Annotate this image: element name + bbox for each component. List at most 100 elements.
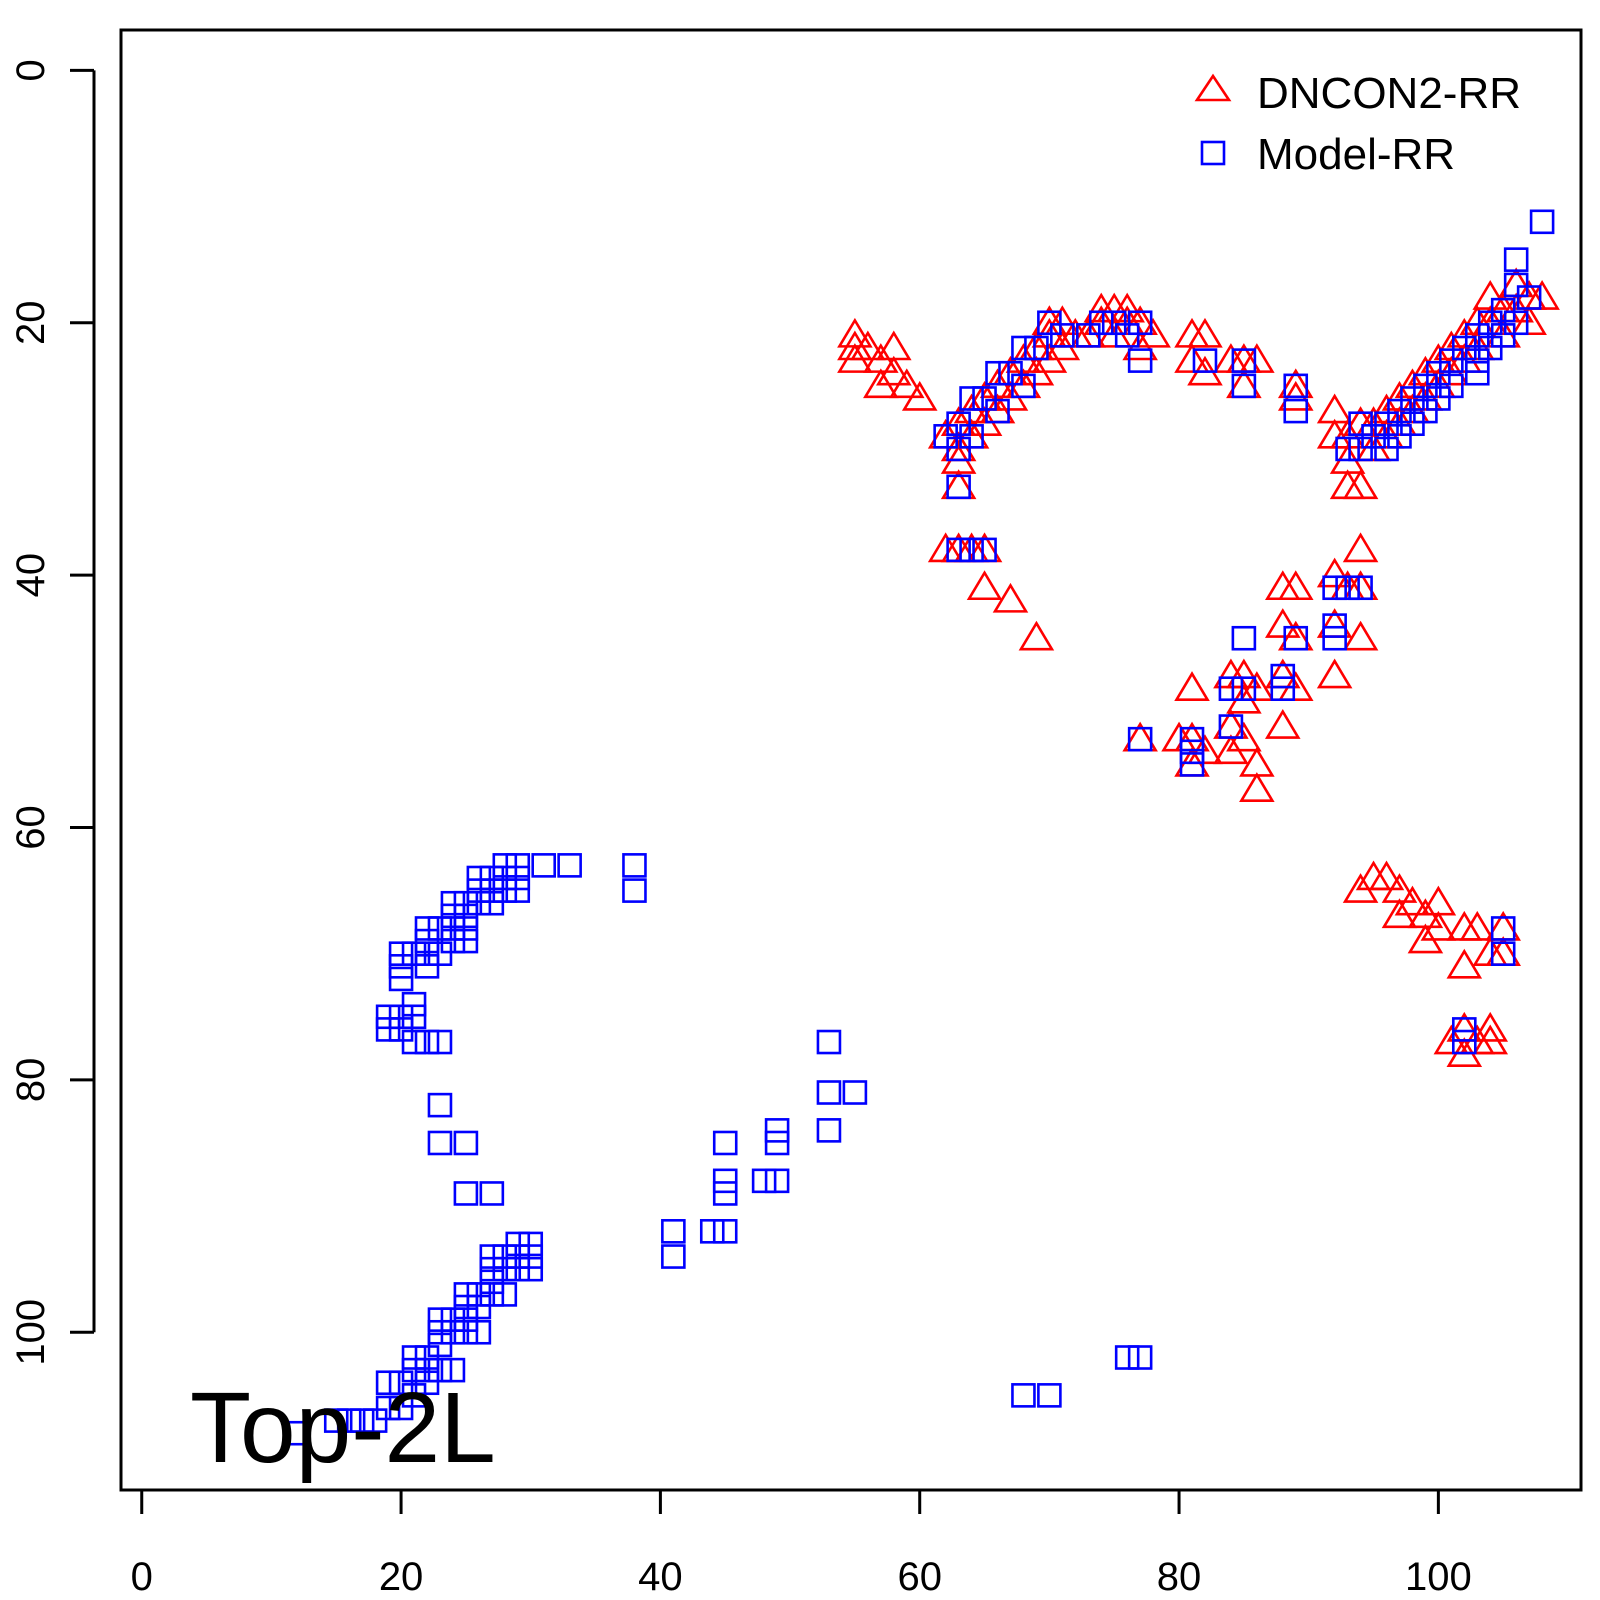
point-triangle xyxy=(876,355,912,386)
point-square xyxy=(1011,373,1036,399)
point-triangle xyxy=(1420,910,1457,941)
point-square xyxy=(699,1219,725,1244)
point-square xyxy=(946,474,971,500)
point-square xyxy=(531,853,556,878)
point-square xyxy=(453,1130,479,1156)
point-square xyxy=(375,1017,401,1042)
point-square xyxy=(440,903,466,929)
point-square xyxy=(414,928,440,954)
point-square xyxy=(1529,209,1555,235)
point-square xyxy=(453,903,479,929)
point-square xyxy=(712,1181,738,1206)
point-square xyxy=(1218,676,1244,702)
point-square xyxy=(388,954,414,979)
point-square xyxy=(1490,297,1516,323)
point-square xyxy=(1270,676,1296,702)
point-square xyxy=(401,991,427,1017)
point-square xyxy=(518,1231,544,1257)
point-square xyxy=(933,424,958,449)
point-square xyxy=(1127,726,1153,752)
point-triangle xyxy=(1511,305,1547,336)
point-square xyxy=(1439,348,1464,373)
point-square xyxy=(1464,323,1490,348)
point-triangle xyxy=(1342,469,1379,500)
point-square xyxy=(1101,310,1127,336)
y-tick-label: 60 xyxy=(9,805,53,850)
point-square xyxy=(466,865,492,891)
point-triangle xyxy=(1394,885,1431,916)
point-triangle xyxy=(1239,343,1275,373)
point-square xyxy=(1413,398,1438,424)
point-square xyxy=(427,1092,453,1118)
y-tick-label: 100 xyxy=(9,1299,53,1366)
point-square xyxy=(661,1219,686,1244)
point-square xyxy=(401,1383,427,1408)
point-square xyxy=(1322,575,1347,601)
legend-triangle-icon xyxy=(1194,73,1232,102)
point-square xyxy=(1464,348,1490,373)
point-square xyxy=(323,1408,349,1433)
point-square xyxy=(440,928,466,954)
point-square xyxy=(1037,310,1062,336)
point-square xyxy=(375,1370,401,1396)
point-triangle xyxy=(1472,1024,1509,1055)
point-square xyxy=(414,1029,440,1055)
point-square xyxy=(1413,373,1438,399)
point-square xyxy=(1503,310,1529,336)
point-square xyxy=(959,386,984,411)
point-square xyxy=(764,1130,790,1156)
point-square xyxy=(518,1244,544,1269)
y-tick-label: 40 xyxy=(9,553,53,598)
point-square xyxy=(946,537,971,563)
x-tick-label: 100 xyxy=(1405,1555,1472,1599)
point-square xyxy=(401,1345,427,1370)
point-triangle xyxy=(1316,557,1353,588)
point-square xyxy=(427,1029,453,1055)
point-square xyxy=(1374,436,1399,462)
point-square xyxy=(1335,575,1360,601)
point-square xyxy=(661,1244,686,1269)
point-square xyxy=(479,1256,505,1282)
point-square xyxy=(453,1181,479,1206)
point-square xyxy=(440,1319,466,1345)
point-square xyxy=(1011,1383,1036,1408)
point-square xyxy=(557,853,582,878)
x-axis: 0 20 40 60 80 100 xyxy=(131,1488,1472,1599)
point-square xyxy=(414,941,440,966)
point-square xyxy=(712,1219,738,1244)
point-square xyxy=(492,865,518,891)
point-square xyxy=(1348,436,1373,462)
point-square xyxy=(401,1357,427,1383)
point-square xyxy=(959,537,984,563)
point-square xyxy=(427,916,453,941)
point-square xyxy=(388,1004,414,1030)
point-square xyxy=(1231,625,1257,651)
point-square xyxy=(375,1004,401,1030)
point-square xyxy=(401,1029,427,1055)
point-square xyxy=(505,1256,531,1282)
point-square xyxy=(1192,348,1218,373)
point-square xyxy=(1452,1029,1477,1055)
y-tick-label: 20 xyxy=(9,301,53,346)
point-square xyxy=(1179,726,1205,752)
point-square xyxy=(466,890,492,916)
point-square xyxy=(505,853,531,878)
point-triangle xyxy=(1264,709,1301,739)
point-square xyxy=(453,928,479,954)
point-square xyxy=(401,1004,427,1030)
point-square xyxy=(492,853,518,878)
point-square xyxy=(1050,323,1075,348)
point-square xyxy=(414,1357,440,1383)
point-square xyxy=(1075,323,1101,348)
point-square xyxy=(1088,310,1114,336)
point-square xyxy=(414,954,440,979)
point-square xyxy=(751,1168,777,1194)
point-square xyxy=(388,1370,414,1396)
point-square xyxy=(453,1282,479,1307)
point-square xyxy=(466,1282,492,1307)
point-square xyxy=(816,1118,842,1143)
point-square xyxy=(1127,310,1153,336)
point-square xyxy=(1283,398,1309,424)
point-square xyxy=(1270,663,1296,689)
point-square xyxy=(1348,575,1373,601)
